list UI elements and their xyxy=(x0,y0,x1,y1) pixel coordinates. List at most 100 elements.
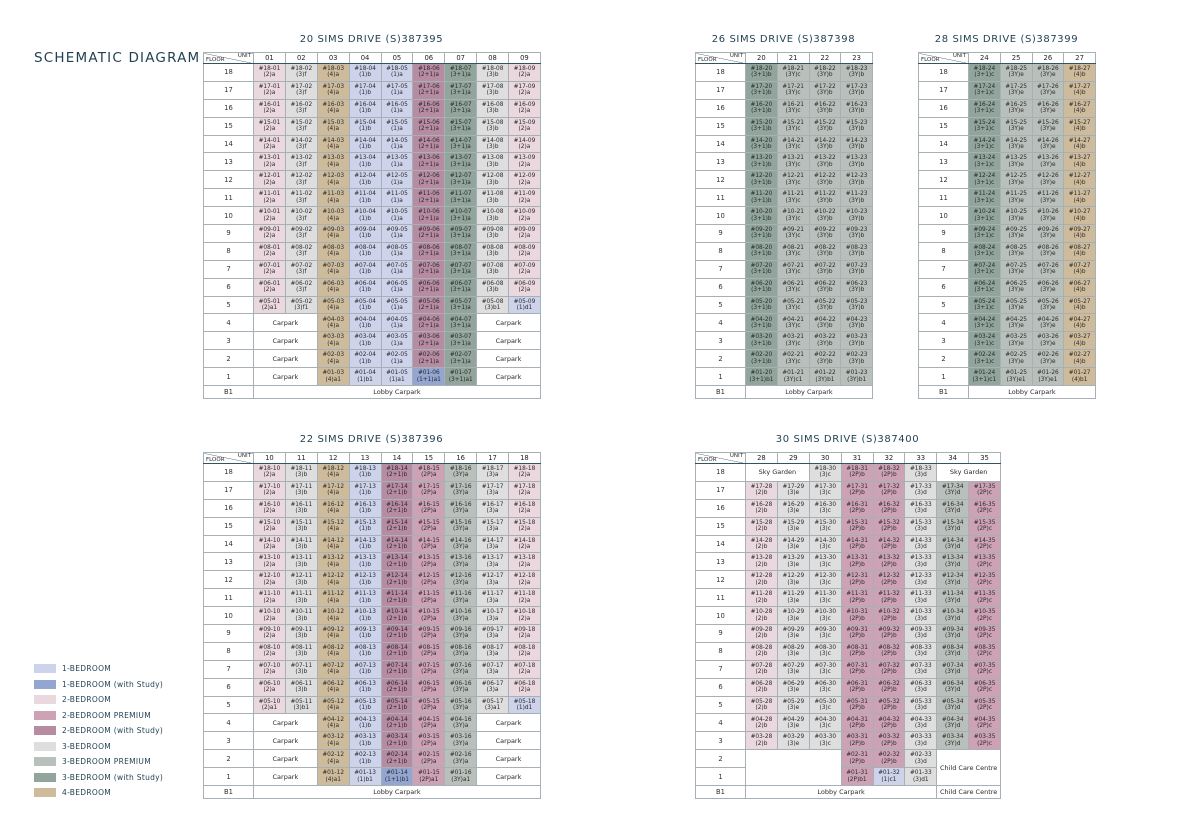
unit-code: #12-24 xyxy=(973,173,996,180)
unit-code: #14-32 xyxy=(878,537,900,544)
unit-code: #11-09 xyxy=(513,191,536,198)
unit-cell: #09-05 (1)a xyxy=(380,224,414,243)
unit-code: #16-31 xyxy=(846,501,868,508)
unit-cell: #15-03 (4)a xyxy=(316,116,350,136)
unit-code: #15-07 xyxy=(449,119,472,126)
unit-cell: #02-26 (3Y)e xyxy=(1031,349,1065,369)
unit-code: #02-03 xyxy=(322,352,345,359)
unit-type: (2P)c xyxy=(977,526,993,533)
unit-cell: #04-03 (4)a xyxy=(316,313,350,333)
unit-code: #06-27 xyxy=(1068,280,1091,287)
unit-cell: #02-06 (2+1)a xyxy=(412,349,446,369)
unit-code: #18-01 xyxy=(258,66,281,73)
unit-code: #03-06 xyxy=(417,334,440,341)
unit-cell: #18-02 (3)f xyxy=(284,63,318,82)
unit-code: #18-18 xyxy=(513,466,536,473)
unit-code: #03-29 xyxy=(782,734,805,741)
unit-type: (2)a xyxy=(263,526,276,533)
unit-code: #16-28 xyxy=(750,501,773,508)
unit-type: (3)d xyxy=(914,615,927,622)
unit-type: (2P)b xyxy=(881,615,897,622)
unit-cell: #18-15 (2P)a xyxy=(412,463,446,482)
unit-cell: #03-26 (3Y)e xyxy=(1031,331,1065,351)
unit-type: (3Y)e xyxy=(1008,144,1024,150)
unit-code: #17-30 xyxy=(814,483,837,490)
unit-cell: #05-07 (3+1)a xyxy=(444,295,478,315)
unit-code: #12-11 xyxy=(290,573,313,580)
floor-number: 12 xyxy=(203,170,254,190)
unit-code: #13-09 xyxy=(513,155,536,162)
unit-code: #14-33 xyxy=(909,537,932,544)
unit-code: #18-07 xyxy=(449,66,472,73)
unit-code: #15-15 xyxy=(417,519,440,526)
unit-cell: #01-31 (2P)b1 xyxy=(840,767,874,787)
floor-number: 9 xyxy=(695,624,746,643)
unit-cell: #13-13 (1)b xyxy=(348,552,382,572)
unit-cell: #17-10 (2)a xyxy=(253,480,286,500)
unit-cell: #16-04 (1)b xyxy=(348,98,382,118)
unit-cell: #09-25 (3Y)e xyxy=(999,224,1033,243)
unit-code: #09-31 xyxy=(846,627,868,634)
unit-cell: #14-05 (1)a xyxy=(380,134,414,154)
unit-cell: #05-16 (3Y)a xyxy=(444,695,478,715)
unit-type: (3Y)e xyxy=(1008,233,1024,240)
unit-code: #06-33 xyxy=(909,680,932,687)
unit-type: (2)a xyxy=(518,490,531,497)
unit-cell: #05-31 (2P)b xyxy=(840,695,874,715)
unit-cell: #13-17 (3)a xyxy=(476,552,509,572)
unit-type: (3Y)e xyxy=(1040,233,1056,240)
unit-cell: #12-29 (3)e xyxy=(776,570,810,590)
unit-number: 21 xyxy=(776,52,810,64)
unit-code: #09-30 xyxy=(814,627,837,634)
floor-row: 10 #10-20 (3+1)b #10-21 (3Y)c #10-22 (3Y)b #10-… xyxy=(695,206,873,226)
unit-code: #14-03 xyxy=(322,137,345,144)
unit-number: 33 xyxy=(904,452,938,464)
unit-cell: #07-30 (3)c xyxy=(808,659,842,679)
unit-cell: #08-06 (2+1)a xyxy=(412,241,446,261)
unit-type: (2P)a xyxy=(421,740,437,747)
unit-code: #05-25 xyxy=(1005,298,1027,305)
legend-item: 2-BEDROOM PREMIUM xyxy=(34,710,151,720)
unit-type: (3)f1 xyxy=(294,305,309,312)
unit-code: #12-14 xyxy=(386,573,408,580)
unit-type: (3)c xyxy=(819,651,831,658)
unit-cell: #13-24 (3+1)c xyxy=(968,152,1001,172)
unit-cell: #02-27 (4)b xyxy=(1063,349,1096,369)
unit-cell: #03-15 (2P)a xyxy=(412,731,446,751)
unit-code: #07-14 xyxy=(386,662,408,669)
unit-type: (3)f xyxy=(296,179,307,186)
unit-cell: #18-22 (3Y)b xyxy=(808,63,842,82)
unit-cell: #15-31 (2P)b xyxy=(840,516,874,536)
unit-type: (1)b xyxy=(359,179,372,186)
unit-cell: #03-23 (3Y)b xyxy=(840,331,873,351)
unit-type: (2P)c xyxy=(977,597,993,604)
unit-type: (3Y)d xyxy=(944,615,961,622)
unit-type: (2+1)a xyxy=(418,179,439,186)
unit-type: (3Y)d xyxy=(944,579,961,586)
unit-code: #14-13 xyxy=(354,537,376,544)
unit-cell: #06-04 (1)b xyxy=(348,277,382,297)
unit-code: #06-18 xyxy=(513,680,536,687)
unit-type: (3Y)d xyxy=(944,561,961,568)
unit-cell: #11-22 (3Y)b xyxy=(808,188,842,208)
unit-cell: #16-18 (2)a xyxy=(508,498,541,518)
unit-type: (2+1)b xyxy=(386,651,408,658)
unit-cell: #13-18 (2)a xyxy=(508,552,541,572)
unit-code: #01-14 xyxy=(386,770,408,777)
unit-type: (3Y)e1 xyxy=(1038,376,1058,383)
unit-cell: #06-15 (2P)a xyxy=(412,677,446,697)
unit-code: #01-24 xyxy=(973,370,996,377)
unit-code: #10-21 xyxy=(782,209,804,216)
unit-type: (3Y)e xyxy=(1040,108,1056,115)
unit-type: (2+1)a xyxy=(418,358,439,365)
unit-cell: #14-01 (2)a xyxy=(253,134,286,154)
floor-row: 5 #05-10 (2)a1 #05-11 (3)b1 #05-12 (4)a #05-13(… xyxy=(203,695,541,715)
floor-row: 10 #10-10 (2)a #10-11 (3)b #10-12 (4)a #10-13 (1… xyxy=(203,606,541,626)
unit-code: #16-23 xyxy=(845,101,868,108)
unit-cell: #04-20 (3+1)b xyxy=(745,313,778,333)
unit-type: (2+1)b xyxy=(386,597,408,604)
unit-type: (3Y)b xyxy=(817,340,833,347)
unit-cell: #01-05 (1)a1 xyxy=(380,367,414,387)
legend-swatch xyxy=(34,772,56,782)
legend-item: 1-BEDROOM (with Study) xyxy=(34,679,163,689)
